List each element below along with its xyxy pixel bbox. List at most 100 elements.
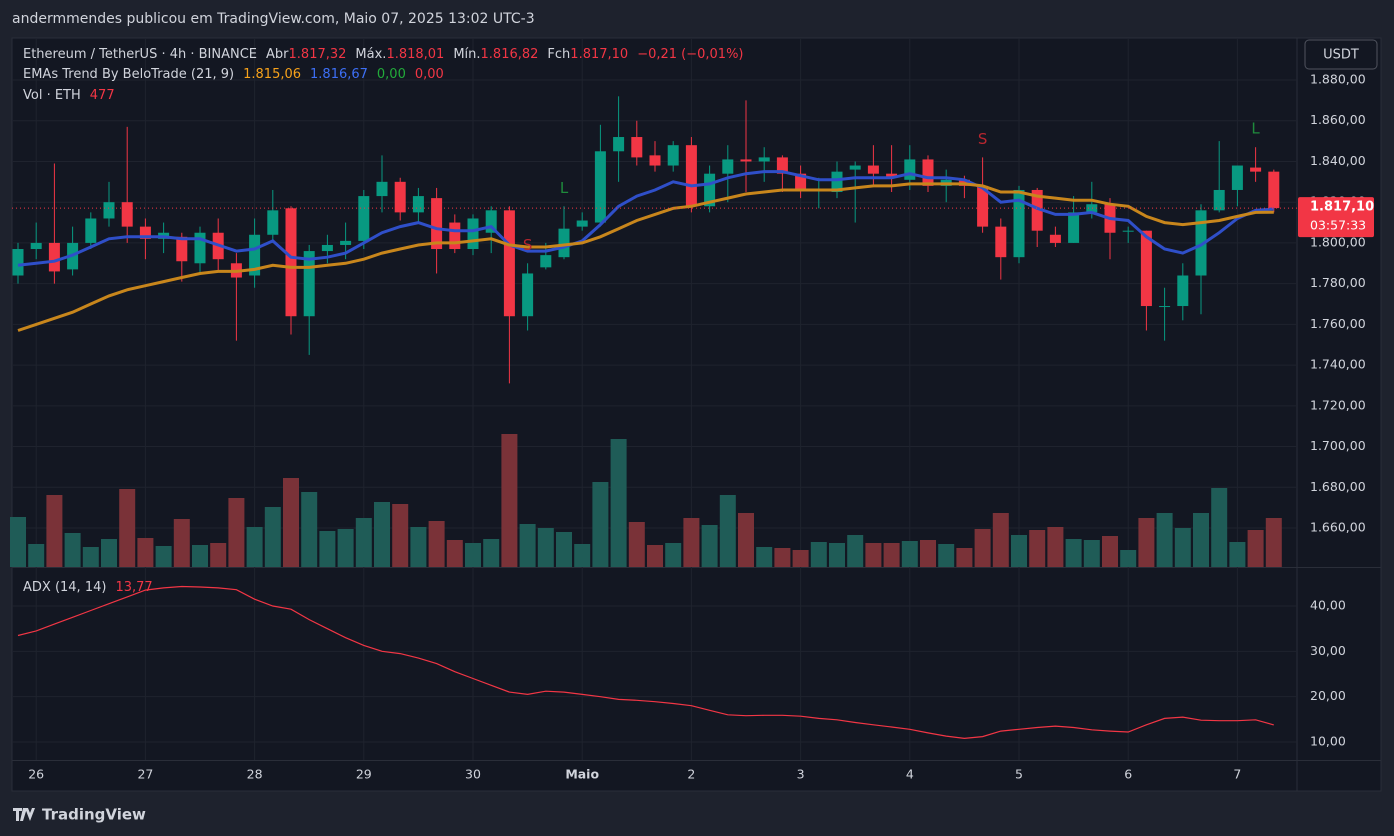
volume-bar bbox=[628, 522, 645, 567]
x-tick-label: 27 bbox=[137, 767, 153, 782]
candle-body bbox=[412, 196, 424, 213]
volume-bar bbox=[28, 544, 45, 567]
legend-row: Vol · ETH 477 bbox=[23, 88, 115, 103]
x-tick-label: 6 bbox=[1124, 767, 1132, 782]
volume-bar bbox=[865, 543, 882, 567]
volume-bar bbox=[810, 542, 827, 567]
ema-line bbox=[17, 182, 1274, 332]
volume-bar bbox=[938, 544, 955, 567]
volume-bar bbox=[1011, 535, 1027, 567]
candle-body bbox=[85, 218, 97, 243]
candle-body bbox=[321, 244, 333, 252]
volume-bar bbox=[192, 545, 208, 567]
x-tick-label: 5 bbox=[1015, 767, 1023, 782]
candle-body bbox=[776, 157, 788, 174]
volume-bar bbox=[446, 540, 463, 567]
candle-body bbox=[613, 137, 625, 152]
candle-body bbox=[267, 210, 279, 235]
volume-bar bbox=[155, 546, 172, 567]
legend-value: 1.815,06 bbox=[243, 67, 301, 82]
candle-body bbox=[922, 159, 934, 186]
legend-value: 1.817,32 bbox=[289, 47, 347, 62]
volume-bar bbox=[283, 478, 299, 567]
candle-body bbox=[886, 173, 898, 178]
x-tick-label: 29 bbox=[356, 767, 372, 782]
adx-legend: ADX (14, 14) 13,77 bbox=[23, 580, 153, 595]
volume-bar bbox=[101, 539, 117, 567]
candle-body bbox=[249, 234, 261, 276]
volume-bar bbox=[392, 504, 409, 567]
legend-value: Abr bbox=[266, 47, 289, 62]
volume-bar bbox=[82, 547, 99, 567]
volume-bar bbox=[501, 434, 518, 567]
candle-body bbox=[977, 185, 989, 227]
legend-value: 0,00 bbox=[377, 67, 406, 82]
volume-bar bbox=[847, 535, 864, 567]
candle-body bbox=[121, 202, 133, 227]
volume-bar bbox=[901, 541, 918, 567]
logo-icon bbox=[13, 808, 35, 821]
signal-label: L bbox=[1251, 120, 1260, 138]
volume-bar bbox=[1120, 550, 1137, 567]
candle-body bbox=[667, 145, 679, 166]
volume-bar bbox=[137, 538, 154, 567]
y-tick-label: 1.860,00 bbox=[1310, 112, 1366, 127]
candle-body bbox=[758, 157, 770, 162]
candle-body bbox=[1159, 306, 1171, 308]
volume-bar bbox=[519, 524, 536, 567]
volume-bar bbox=[1083, 540, 1100, 567]
y-tick-label: 1.700,00 bbox=[1310, 438, 1366, 453]
volume-bar bbox=[920, 540, 936, 567]
volume-bar bbox=[337, 529, 354, 567]
volume-bar bbox=[774, 548, 791, 567]
legend-value: 477 bbox=[90, 88, 115, 103]
volume-bar bbox=[647, 545, 663, 567]
volume-bar bbox=[319, 531, 336, 567]
y-tick-label: 1.760,00 bbox=[1310, 316, 1366, 331]
y-tick-label: 1.720,00 bbox=[1310, 397, 1366, 412]
candle-body bbox=[576, 220, 588, 227]
volume-bar bbox=[956, 548, 973, 567]
candle-body bbox=[849, 165, 861, 170]
volume-bar bbox=[10, 517, 26, 567]
candle-body bbox=[594, 151, 606, 223]
volume-bar bbox=[1211, 488, 1228, 567]
currency-button-label[interactable]: USDT bbox=[1323, 48, 1359, 63]
volume-bar bbox=[228, 498, 245, 567]
volume-bar bbox=[465, 543, 481, 567]
candle-body bbox=[1140, 230, 1152, 307]
volume-bar bbox=[556, 532, 572, 567]
volume-bar bbox=[1247, 530, 1264, 567]
candle-body bbox=[376, 181, 388, 197]
volume-bar bbox=[119, 489, 136, 567]
labels: 1.660,00 1.680,00 1.700,00 1.720,00 1.740,00… bbox=[23, 47, 1374, 782]
price-tag-value: 1.817,10 bbox=[1310, 200, 1374, 215]
legend-row: Ethereum / TetherUS · 4h · BINANCE Abr1.8… bbox=[23, 47, 744, 62]
candle-body bbox=[103, 202, 115, 219]
signal-label: S bbox=[978, 130, 988, 148]
volume-bar bbox=[592, 482, 609, 567]
y-tick-label: 1.680,00 bbox=[1310, 479, 1366, 494]
volume-bar bbox=[537, 528, 554, 567]
price-tag bbox=[1298, 197, 1374, 238]
volume-bar bbox=[410, 527, 427, 567]
grid bbox=[12, 38, 1297, 760]
volume-bar bbox=[829, 543, 845, 567]
x-tick-label: 2 bbox=[687, 767, 695, 782]
candle-body bbox=[540, 255, 552, 268]
candle-body bbox=[1068, 212, 1080, 243]
volume-bar bbox=[974, 529, 991, 567]
volume-bar bbox=[64, 533, 81, 567]
y-tick-label: 1.800,00 bbox=[1310, 234, 1366, 249]
signal-label: L bbox=[560, 179, 569, 197]
volume-bar bbox=[1102, 536, 1118, 567]
volume-bar bbox=[210, 543, 227, 567]
legend-label: Vol · ETH bbox=[23, 88, 81, 103]
y-tick-label: 1.840,00 bbox=[1310, 153, 1366, 168]
currency-button[interactable] bbox=[1304, 39, 1378, 70]
candle-body bbox=[303, 251, 315, 317]
candle-body bbox=[722, 159, 734, 174]
logo: TradingView bbox=[13, 806, 146, 824]
volume-bar bbox=[738, 513, 754, 567]
